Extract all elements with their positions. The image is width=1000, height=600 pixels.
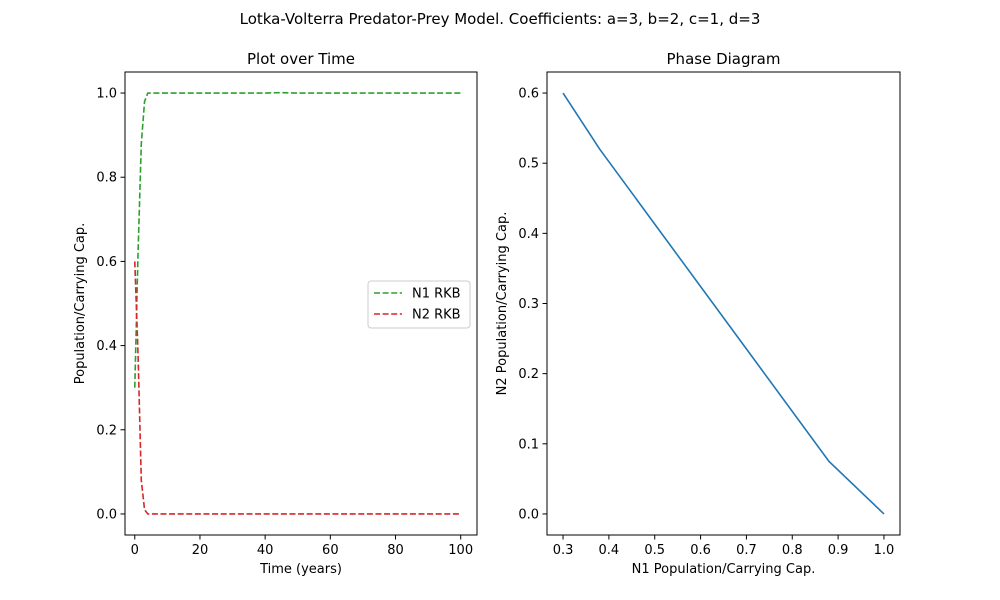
panel2-y-axis-label: N2 Population/Carrying Cap. bbox=[495, 212, 510, 396]
panel2-x-tick-label: 0.9 bbox=[828, 543, 849, 558]
panel2-y-tick-label: 0.3 bbox=[518, 297, 539, 312]
panel2-y-tick-label: 0.4 bbox=[518, 227, 539, 242]
panel1-y-axis-label: Population/Carrying Cap. bbox=[73, 223, 88, 385]
panel2-x-axis-label: N1 Population/Carrying Cap. bbox=[632, 562, 816, 577]
panel2-series-line-1 bbox=[562, 92, 885, 515]
panel1-y-tick-label: 0.4 bbox=[96, 339, 117, 354]
panel2-y-tick-label: 0.2 bbox=[518, 367, 539, 382]
panel1-series-line-2 bbox=[133, 261, 461, 515]
panel1-x-tick-label: 0 bbox=[131, 543, 139, 558]
panel1-y-tick-label: 0.6 bbox=[96, 255, 117, 270]
panel1-y-tick-label: 0.2 bbox=[96, 423, 117, 438]
panel2-x-tick-label: 0.5 bbox=[644, 543, 665, 558]
panel2-x-tick-label: 0.6 bbox=[690, 543, 711, 558]
panel1-series-line-1 bbox=[133, 91, 461, 388]
panel2-x-tick-label: 0.3 bbox=[553, 543, 574, 558]
panel2-x-tick-label: 0.7 bbox=[736, 543, 757, 558]
panel2-x-tick-label: 0.4 bbox=[599, 543, 620, 558]
panel2-y-tick-label: 0.1 bbox=[518, 437, 539, 452]
panel1-x-tick-label: 100 bbox=[448, 543, 473, 558]
panel1-x-tick-label: 40 bbox=[257, 543, 274, 558]
panel2-axes-frame bbox=[546, 71, 901, 536]
panel1-y-tick-label: 0.0 bbox=[96, 507, 117, 522]
panel2-y-tick-label: 0.6 bbox=[518, 87, 539, 102]
panel2-y-tick-label: 0.5 bbox=[518, 157, 539, 172]
panel1-axes-frame bbox=[124, 71, 478, 536]
panel1-y-tick-label: 0.8 bbox=[96, 171, 117, 186]
panel2-x-tick-label: 0.8 bbox=[782, 543, 803, 558]
panel1-x-tick-label: 60 bbox=[322, 543, 339, 558]
figure-suptitle: Lotka-Volterra Predator-Prey Model. Coef… bbox=[240, 10, 761, 28]
panel1-title: Plot over Time bbox=[247, 50, 355, 68]
panel2-title: Phase Diagram bbox=[667, 50, 781, 68]
panel2-x-tick-label: 1.0 bbox=[874, 543, 895, 558]
panel1-legend-label-2: N2 RKB bbox=[412, 308, 461, 323]
panel1-x-tick-label: 80 bbox=[387, 543, 404, 558]
panel1-x-tick-label: 20 bbox=[192, 543, 209, 558]
panel1-legend-label-1: N1 RKB bbox=[412, 287, 461, 302]
panel1-x-axis-label: Time (years) bbox=[259, 562, 342, 577]
panel2-y-tick-label: 0.0 bbox=[518, 507, 539, 522]
panel1-y-tick-label: 1.0 bbox=[96, 87, 117, 102]
